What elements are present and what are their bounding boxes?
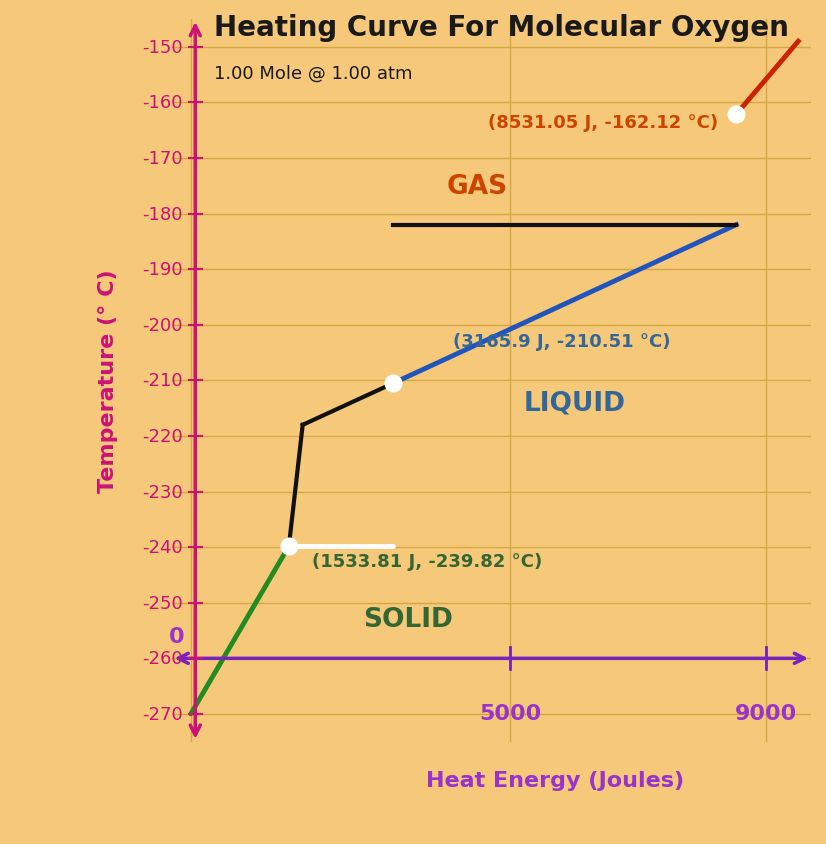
- Text: -190: -190: [142, 261, 183, 279]
- Text: -260: -260: [142, 650, 183, 668]
- Text: -200: -200: [142, 316, 183, 334]
- Text: (3165.9 J, -210.51 °C): (3165.9 J, -210.51 °C): [453, 333, 671, 351]
- Text: 0: 0: [169, 626, 184, 647]
- Text: Heating Curve For Molecular Oxygen: Heating Curve For Molecular Oxygen: [215, 14, 790, 42]
- Text: 9000: 9000: [735, 703, 797, 723]
- Text: Heat Energy (Joules): Heat Energy (Joules): [426, 770, 684, 790]
- Text: 5000: 5000: [479, 703, 542, 723]
- Text: GAS: GAS: [447, 174, 508, 199]
- Text: SOLID: SOLID: [363, 607, 453, 633]
- Text: -240: -240: [142, 538, 183, 556]
- Text: -250: -250: [142, 594, 183, 612]
- Text: -220: -220: [142, 427, 183, 446]
- Text: Temperature (° C): Temperature (° C): [97, 269, 117, 493]
- Text: -180: -180: [142, 205, 183, 224]
- Text: (8531.05 J, -162.12 °C): (8531.05 J, -162.12 °C): [488, 114, 719, 132]
- Text: LIQUID: LIQUID: [524, 390, 625, 416]
- Text: (1533.81 J, -239.82 °C): (1533.81 J, -239.82 °C): [312, 552, 543, 571]
- Text: 1.00 Mole @ 1.00 atm: 1.00 Mole @ 1.00 atm: [215, 64, 413, 83]
- Text: -170: -170: [142, 150, 183, 168]
- Text: -160: -160: [142, 95, 183, 112]
- Text: -210: -210: [142, 372, 183, 390]
- Text: -150: -150: [142, 39, 183, 57]
- Text: -230: -230: [142, 483, 183, 501]
- Text: -270: -270: [142, 705, 183, 723]
